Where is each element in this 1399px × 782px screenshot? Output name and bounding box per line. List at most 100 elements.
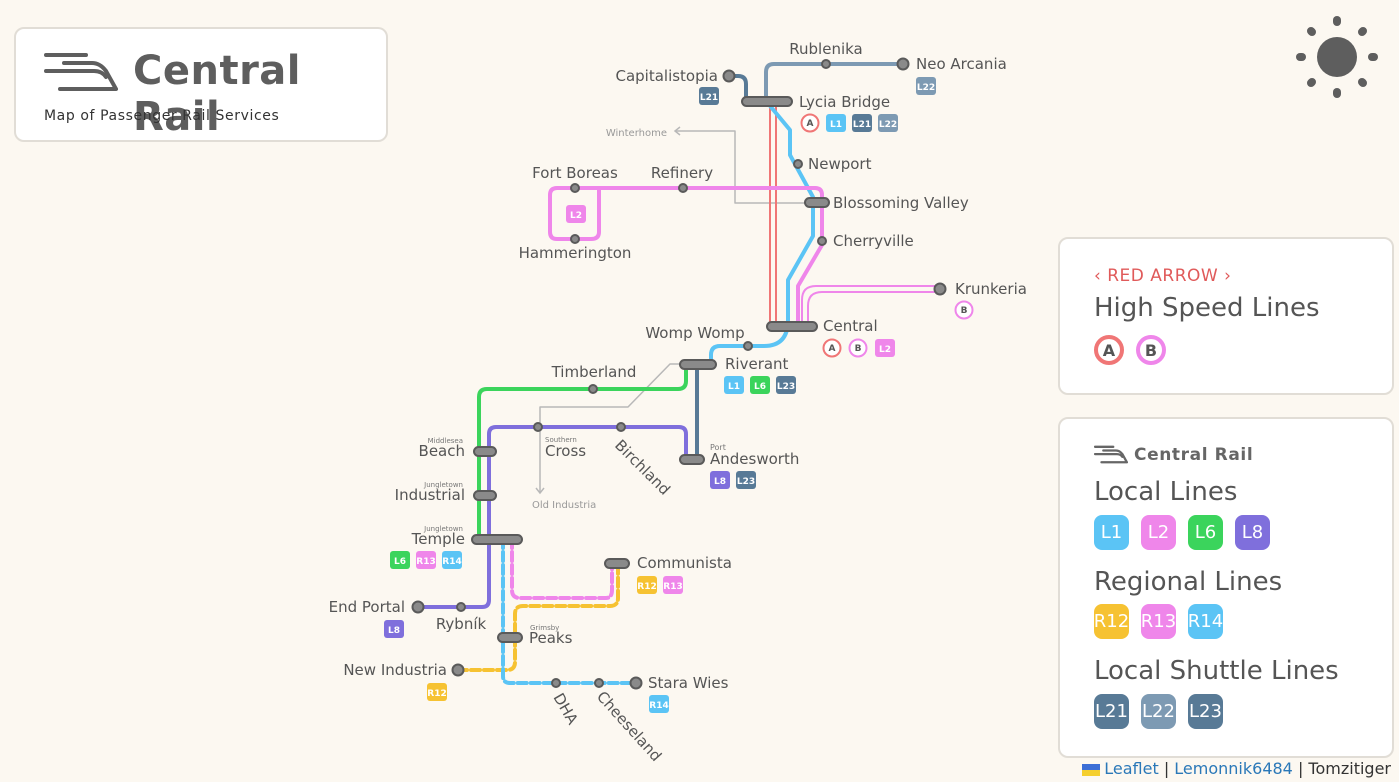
station-peaks[interactable] — [497, 632, 523, 643]
label-communista: Communista — [637, 554, 732, 572]
line-l21 — [727, 74, 748, 103]
station-new-industria[interactable] — [451, 663, 465, 677]
author-link[interactable]: Lemonnik6484 — [1174, 759, 1293, 778]
label-jungletown-temple: Jungletown — [423, 525, 463, 533]
label-industrial: Industrial — [395, 486, 465, 504]
station-rybnik[interactable] — [456, 602, 466, 612]
label-cross: Cross — [545, 442, 586, 460]
station-rublenika[interactable] — [821, 59, 831, 69]
station-communista[interactable] — [604, 558, 630, 569]
station-newport[interactable] — [793, 159, 803, 169]
station-beach[interactable] — [473, 446, 497, 457]
line-badge-l8[interactable]: L8 — [1235, 515, 1270, 550]
label-hammerington: Hammerington — [519, 244, 632, 262]
station-stara-wies[interactable] — [629, 676, 643, 690]
label-krunkeria: Krunkeria — [955, 280, 1027, 298]
badge-text: L22 — [917, 83, 935, 93]
label-middlesea: Middlesea — [428, 437, 463, 445]
leaflet-link[interactable]: Leaflet — [1104, 759, 1159, 778]
badge-text: B — [855, 344, 862, 354]
station-blossoming-valley[interactable] — [804, 197, 830, 208]
badge-l6 — [390, 551, 410, 569]
station-fort-boreas[interactable] — [570, 183, 580, 193]
badge-r12 — [427, 683, 447, 701]
map-title: Central Rail — [133, 48, 302, 140]
badge-text: R14 — [442, 557, 461, 567]
central-rail-brand: Central Rail — [1094, 445, 1253, 465]
badge-r14 — [442, 551, 462, 569]
line-badge-r13[interactable]: R13 — [1141, 604, 1176, 639]
label-beach: Beach — [419, 442, 465, 460]
high-speed-heading: High Speed Lines — [1094, 293, 1320, 323]
train-logo-icon — [44, 53, 118, 91]
line-badge-l22[interactable]: L22 — [1141, 694, 1176, 729]
line-badge-a[interactable]: A — [1094, 335, 1124, 365]
line-badge-l1[interactable]: L1 — [1094, 515, 1129, 550]
line-badge-b[interactable]: B — [1136, 335, 1166, 365]
station-industrial[interactable] — [473, 490, 497, 501]
label-new-industria: New Industria — [343, 661, 447, 679]
shuttle-lines-heading: Local Shuttle Lines — [1094, 656, 1339, 686]
station-capitalistopia[interactable] — [722, 69, 736, 83]
badge-text: L23 — [737, 477, 755, 487]
line-badge-l6[interactable]: L6 — [1188, 515, 1223, 550]
station-cherryville[interactable] — [817, 236, 827, 246]
badge-text: L23 — [777, 382, 795, 392]
badge-text: A — [807, 119, 814, 129]
ukraine-flag-icon — [1082, 763, 1101, 776]
line-l8 — [416, 425, 688, 609]
station-temple[interactable] — [471, 534, 523, 545]
line-badge-r14[interactable]: R14 — [1188, 604, 1223, 639]
badge-text: L22 — [879, 120, 897, 130]
badge-text: R12 — [637, 582, 656, 592]
badge-text: L21 — [853, 120, 871, 130]
label-fort-boreas: Fort Boreas — [532, 164, 618, 182]
badge-l21 — [852, 114, 872, 132]
line-r12 — [456, 561, 620, 672]
old-industria-arrow-icon — [535, 487, 545, 495]
station-lycia-bridge[interactable] — [741, 96, 793, 107]
badge-r12 — [637, 576, 657, 594]
badge-text: L8 — [714, 477, 726, 487]
station-birchland[interactable] — [616, 422, 626, 432]
sun-icon[interactable] — [1294, 14, 1380, 100]
label-peaks: Peaks — [529, 629, 573, 647]
label-blossoming-valley: Blossoming Valley — [833, 194, 969, 212]
line-badge-r12[interactable]: R12 — [1094, 604, 1129, 639]
badge-l2 — [875, 339, 895, 357]
label-timberland: Timberland — [551, 363, 637, 381]
label-capitalistopia: Capitalistopia — [615, 67, 718, 85]
label-dha: DHA — [550, 690, 583, 728]
credit-text: Tomzitiger — [1308, 759, 1391, 778]
badge-r13 — [416, 551, 436, 569]
station-hammerington[interactable] — [570, 234, 580, 244]
badge-a — [800, 113, 820, 133]
station-refinery[interactable] — [678, 183, 688, 193]
station-dha[interactable] — [551, 678, 561, 688]
badge-text: L21 — [700, 93, 718, 103]
train-logo-icon — [1094, 445, 1128, 464]
station-riverant[interactable] — [679, 359, 717, 370]
station-womp-womp[interactable] — [743, 341, 753, 351]
badge-text: L6 — [754, 382, 766, 392]
station-krunkeria[interactable] — [933, 282, 947, 296]
map-attribution: Leaflet | Lemonnik6484 | Tomzitiger — [1082, 759, 1391, 778]
line-badge-l21[interactable]: L21 — [1094, 694, 1129, 729]
label-birchland: Birchland — [611, 436, 674, 499]
label-neo-arcania: Neo Arcania — [916, 55, 1007, 73]
brand-text: RED ARROW — [1107, 266, 1219, 286]
badge-text: B — [961, 306, 968, 316]
station-neo-arcania[interactable] — [896, 57, 910, 71]
label-old-industria: Old Industria — [532, 500, 596, 511]
line-badge-l23[interactable]: L23 — [1188, 694, 1223, 729]
station-central[interactable] — [766, 321, 818, 332]
station-end-portal[interactable] — [411, 600, 425, 614]
badge-text: L1 — [830, 120, 842, 130]
station-southern-cross[interactable] — [533, 422, 543, 432]
winterhome-arrow-icon — [673, 126, 681, 136]
station-cheeseland[interactable] — [594, 678, 604, 688]
station-andesworth[interactable] — [679, 454, 705, 465]
line-badge-l2[interactable]: L2 — [1141, 515, 1176, 550]
station-timberland[interactable] — [588, 384, 598, 394]
